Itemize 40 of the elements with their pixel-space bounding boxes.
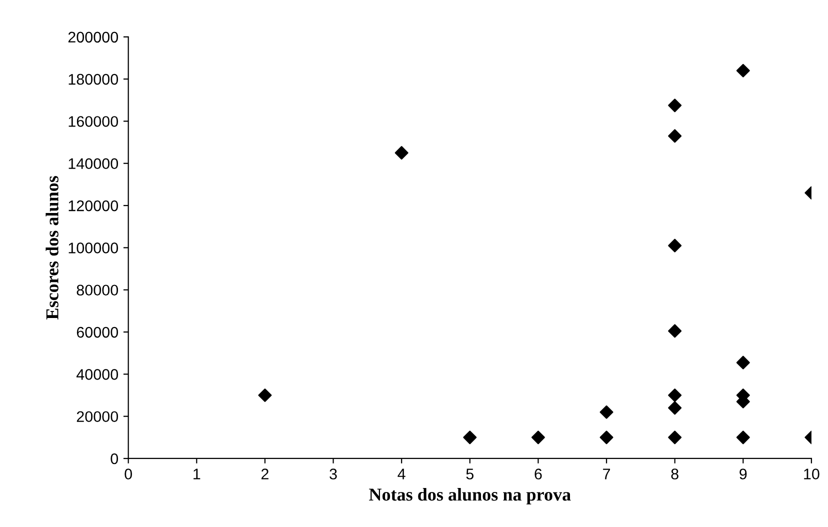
x-tick-label: 2 — [261, 468, 268, 480]
point — [668, 401, 682, 415]
x-tick-label: 1 — [194, 468, 200, 480]
point — [668, 238, 682, 252]
x-tick-label: 7 — [603, 468, 610, 480]
point — [736, 356, 750, 370]
y-tick-label: 180000 — [68, 74, 118, 85]
point — [394, 146, 408, 160]
x-tick-label: 10 — [804, 468, 820, 480]
point — [736, 64, 750, 78]
point — [463, 430, 477, 444]
x-tick-label: 6 — [534, 468, 542, 480]
y-tick-label: 60000 — [76, 326, 118, 338]
x-tick-label: 5 — [466, 468, 474, 480]
point — [600, 430, 614, 444]
x-tick-label: 9 — [740, 468, 747, 480]
point — [668, 324, 682, 338]
point — [668, 129, 682, 143]
x-axis-title: Notas dos alunos na prova — [369, 488, 571, 504]
y-tick-label: 140000 — [68, 158, 118, 170]
point — [668, 388, 682, 402]
y-tick-label: 160000 — [68, 116, 118, 127]
y-tick-label: 120000 — [68, 200, 118, 212]
y-axis-title: Escores dos alunos — [46, 176, 58, 320]
point — [736, 430, 750, 444]
point — [258, 388, 272, 402]
x-tick-label: 8 — [671, 468, 678, 480]
y-tick-label: 100000 — [68, 242, 118, 254]
y-tick-label: 20000 — [76, 411, 118, 422]
point — [600, 405, 614, 419]
point — [668, 98, 682, 112]
x-tick-label: 3 — [330, 468, 337, 480]
y-tick-label: 80000 — [76, 284, 118, 296]
y-tick-label: 40000 — [76, 369, 118, 380]
point — [531, 430, 545, 444]
x-tick-label: 0 — [124, 468, 132, 480]
x-tick-label: 4 — [398, 468, 406, 480]
y-tick-label: 200000 — [68, 32, 118, 43]
y-tick-label: 0 — [110, 453, 118, 464]
point — [668, 430, 682, 444]
